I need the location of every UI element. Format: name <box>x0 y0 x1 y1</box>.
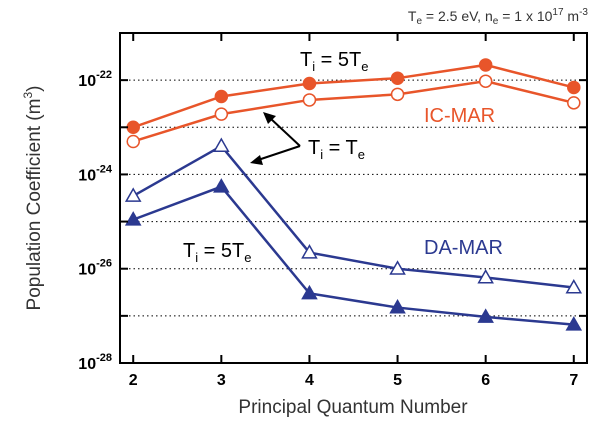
y-tick-label: 10-22 <box>78 69 112 90</box>
x-tick-label: 7 <box>569 372 578 389</box>
data-point <box>213 178 230 193</box>
y-tick-label: 10-26 <box>78 258 112 279</box>
series-line <box>132 79 575 143</box>
x-tick-label: 6 <box>481 372 490 389</box>
data-point <box>214 89 229 104</box>
data-point <box>390 71 405 85</box>
data-point <box>390 87 405 102</box>
data-point <box>389 299 406 314</box>
data-point <box>477 308 494 323</box>
arrow-head-to-da-mar <box>250 155 263 165</box>
series-lines <box>132 63 575 326</box>
y-tick-label: 10-28 <box>78 352 112 373</box>
chart-header: Te = 2.5 eV, ne = 1 x 1017 m-3 <box>408 7 589 27</box>
x-axis-label: Principal Quantum Number <box>238 397 468 418</box>
y-tick-label: 10-24 <box>78 163 113 184</box>
data-point <box>477 269 494 284</box>
x-ticks: 2 3 4 5 6 7 <box>129 33 578 389</box>
data-point <box>565 278 583 294</box>
x-tick-label: 5 <box>393 372 402 389</box>
x-tick-label: 2 <box>129 372 138 389</box>
x-tick-label: 4 <box>305 372 314 389</box>
data-point <box>214 107 229 121</box>
series-markers <box>124 58 583 331</box>
annotation-ti-5te-top: Ti = 5Te <box>300 49 368 74</box>
data-point <box>124 211 142 226</box>
data-point <box>302 76 317 91</box>
annotation-ti-te: Ti = Te <box>308 137 365 162</box>
data-point <box>213 137 230 153</box>
data-point <box>478 58 493 72</box>
series-line <box>132 144 574 289</box>
annotation-ic-mar: IC-MAR <box>424 105 495 127</box>
data-point <box>126 120 140 135</box>
arrow-head-to-ic-mar <box>263 112 276 124</box>
data-point <box>565 316 583 331</box>
data-point <box>301 284 318 300</box>
arrow-line-to-ic-mar <box>269 117 301 147</box>
data-point <box>126 134 140 149</box>
y-ticks: 10-22 10-24 10-26 10-28 <box>78 32 587 373</box>
plot-frame <box>119 32 588 364</box>
series-line <box>132 185 574 326</box>
data-point <box>301 244 318 259</box>
annotation-da-mar: DA-MAR <box>424 237 503 259</box>
data-point <box>567 80 581 95</box>
data-point <box>124 187 142 202</box>
data-point <box>478 74 493 88</box>
data-point <box>302 93 317 107</box>
annotation-arrows <box>250 112 301 165</box>
data-point <box>389 260 406 275</box>
grid-lines <box>120 79 587 317</box>
data-point <box>567 96 581 110</box>
arrow-line-to-da-mar <box>257 145 301 161</box>
y-axis-label: Population Coefficient (m3) <box>21 86 45 311</box>
series-line <box>132 63 575 129</box>
x-tick-label: 3 <box>217 372 226 389</box>
annotation-ti-5te-bottom: Ti = 5Te <box>183 240 251 265</box>
